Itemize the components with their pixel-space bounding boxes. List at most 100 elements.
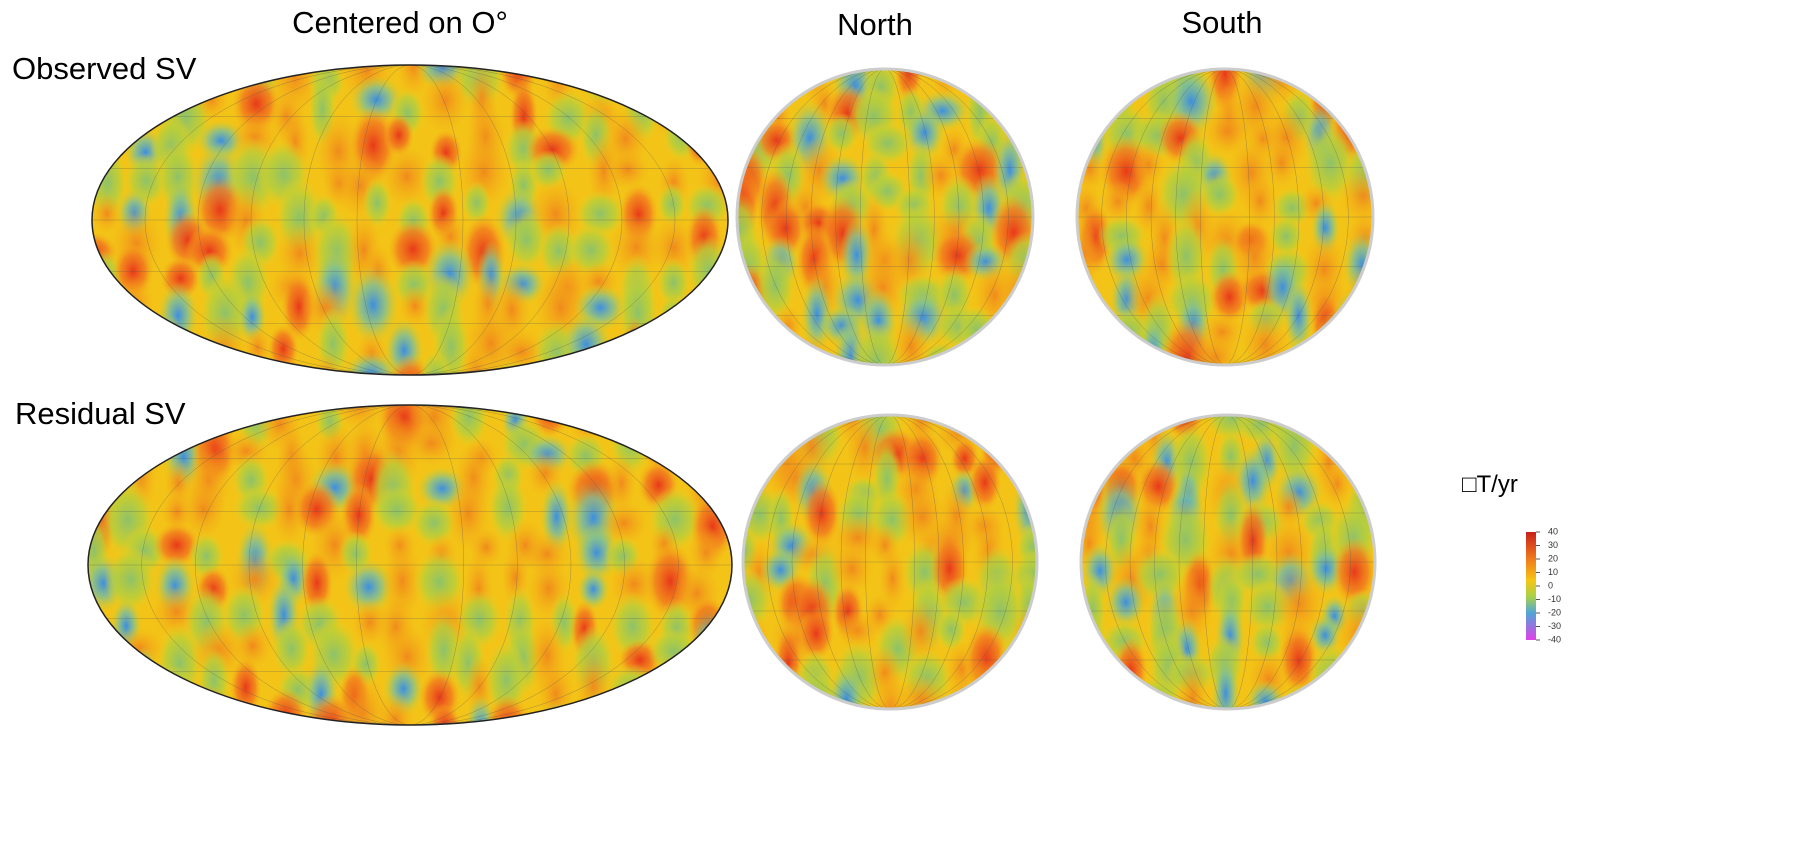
anomaly-blob (615, 697, 655, 756)
anomaly-blob (1334, 593, 1387, 676)
anomaly-blob (1240, 308, 1290, 382)
anomaly-blob (1079, 327, 1114, 391)
anomaly-blob (314, 352, 342, 402)
anomaly-blob (774, 624, 802, 701)
colorbar-tick-label: -20 (1548, 607, 1561, 617)
map-field (1056, 384, 1388, 748)
anomaly-blob (958, 305, 997, 354)
figure: Centered on O° North South Observed SV R… (0, 0, 1816, 841)
anomaly-blob (991, 328, 1039, 378)
maps (66, 27, 1392, 764)
anomaly-blob (1341, 647, 1385, 699)
anomaly-blob (184, 686, 232, 743)
anomaly-blob (690, 608, 729, 687)
anomaly-blob (1128, 677, 1182, 724)
anomaly-blob (244, 325, 272, 370)
anomaly-blob (621, 316, 649, 398)
anomaly-blob (695, 685, 728, 748)
anomaly-blob (687, 373, 720, 454)
anomaly-blob (1061, 79, 1111, 131)
anomaly-blob (1055, 309, 1103, 359)
anomaly-blob (1330, 289, 1375, 366)
anomaly-blob (71, 281, 116, 340)
anomaly-blob (641, 369, 693, 443)
anomaly-blob (1066, 260, 1098, 332)
anomaly-blob (616, 348, 663, 424)
colorbar-tick-label: 0 (1548, 580, 1553, 590)
map-field (722, 379, 1059, 750)
anomaly-blob (691, 324, 739, 368)
anomaly-blob (1067, 221, 1101, 289)
anomaly-blob (1317, 679, 1360, 725)
map (1056, 384, 1388, 748)
anomaly-blob (729, 327, 776, 393)
anomaly-blob (945, 675, 980, 738)
anomaly-blob (1072, 45, 1120, 126)
map (66, 27, 745, 426)
anomaly-blob (658, 294, 689, 342)
anomaly-blob (1100, 343, 1152, 384)
anomaly-blob (267, 324, 298, 374)
anomaly-blob (80, 115, 112, 177)
anomaly-blob (533, 701, 587, 755)
anomaly-blob (654, 332, 692, 414)
unit-label: □T/yr (1462, 471, 1518, 498)
anomaly-blob (124, 309, 154, 377)
map (1055, 33, 1392, 400)
anomaly-blob (716, 307, 767, 350)
row-label: Observed SV (12, 51, 197, 86)
anomaly-blob (765, 46, 797, 108)
anomaly-blob (692, 46, 743, 89)
anomaly-blob (791, 335, 833, 387)
map-field (716, 34, 1051, 400)
anomaly-blob (605, 375, 657, 446)
anomaly-blob (689, 279, 745, 343)
colorbar-tick-label: 20 (1548, 553, 1558, 563)
anomaly-blob (646, 316, 700, 396)
anomaly-blob (200, 313, 247, 390)
colorbar-tick-label: -40 (1548, 634, 1561, 644)
anomaly-blob (1009, 669, 1051, 717)
anomaly-blob (561, 312, 610, 377)
anomaly-blob (741, 672, 773, 735)
colorbar-tick-label: -30 (1548, 621, 1561, 631)
colorbar-tick-label: 10 (1548, 567, 1558, 577)
anomaly-blob (1332, 388, 1378, 456)
anomaly-blob (1002, 40, 1040, 101)
map-field (1055, 33, 1392, 400)
anomaly-blob (111, 85, 156, 131)
anomaly-blob (196, 36, 243, 97)
row-label: Residual SV (15, 396, 186, 431)
map (716, 34, 1051, 400)
anomaly-blob (736, 638, 767, 709)
anomaly-blob (1346, 330, 1379, 389)
anomaly-blob (617, 271, 658, 354)
anomaly-blob (1339, 41, 1392, 101)
colorbar-tick-label: -10 (1548, 594, 1561, 604)
anomaly-blob (994, 392, 1036, 471)
colorbar (1526, 532, 1536, 640)
anomaly-blob (1096, 396, 1138, 438)
anomaly-blob (1344, 262, 1388, 341)
anomaly-blob (576, 358, 612, 405)
anomaly-blob (1352, 418, 1387, 481)
anomaly-blob (197, 646, 230, 715)
anomaly-blob (1307, 643, 1357, 712)
anomaly-blob (144, 684, 188, 761)
anomaly-blob (1007, 432, 1054, 486)
anomaly-blob (1072, 683, 1110, 724)
anomaly-blob (71, 620, 126, 677)
anomaly-blob (87, 317, 115, 381)
anomaly-blob (1100, 40, 1129, 112)
anomaly-blob (230, 657, 262, 718)
anomaly-blob (1212, 652, 1240, 734)
anomaly-blob (1139, 314, 1167, 393)
anomaly-blob (78, 608, 112, 653)
anomaly-blob (421, 65, 471, 136)
colorbar-tick-label: 40 (1548, 526, 1558, 536)
anomaly-blob (73, 657, 126, 710)
anomaly-blob (194, 355, 223, 407)
column-title: Centered on O° (292, 5, 508, 40)
column-title: North (837, 7, 913, 42)
anomaly-blob (158, 282, 198, 349)
